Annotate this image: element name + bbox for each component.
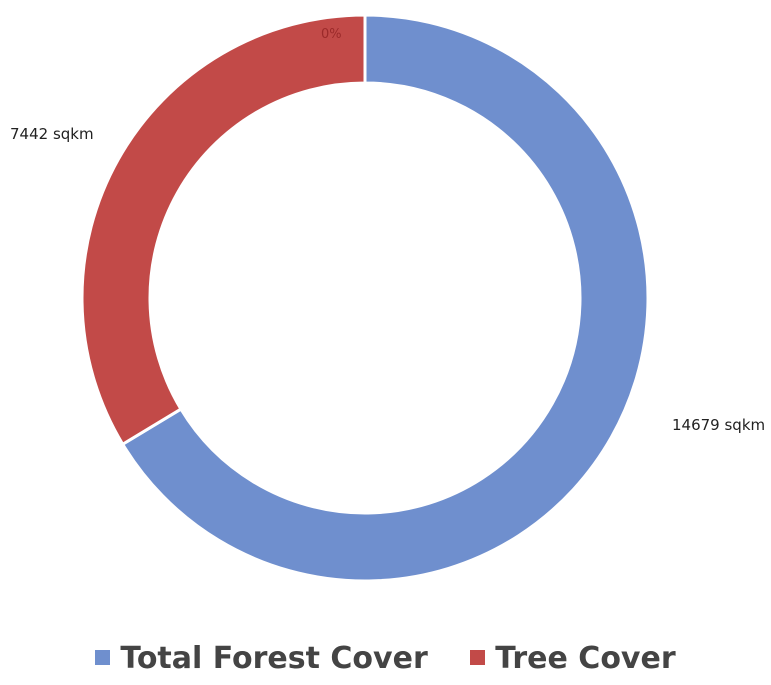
data-label-unlabeled: 0% [321, 27, 342, 42]
legend-label-tree-cover: Tree Cover [495, 641, 676, 676]
donut-slice-total-forest-cover [120, 13, 650, 583]
data-label-total-forest-cover: 14679 sqkm [672, 416, 765, 434]
chart-data-labels: 14679 sqkm 7442 sqkm 0% [10, 27, 765, 434]
chart-legend: Total Forest Cover Tree Cover [0, 641, 771, 676]
donut-slice-tree-cover [80, 13, 367, 447]
legend-item-tree-cover: Tree Cover [470, 641, 676, 676]
chart-slices [80, 13, 650, 583]
legend-swatch-tree-cover [470, 650, 486, 665]
legend-swatch-total-forest-cover [95, 650, 111, 665]
data-label-tree-cover: 7442 sqkm [10, 125, 94, 143]
legend-item-total-forest-cover: Total Forest Cover [95, 641, 428, 676]
legend-label-total-forest-cover: Total Forest Cover [120, 641, 428, 676]
